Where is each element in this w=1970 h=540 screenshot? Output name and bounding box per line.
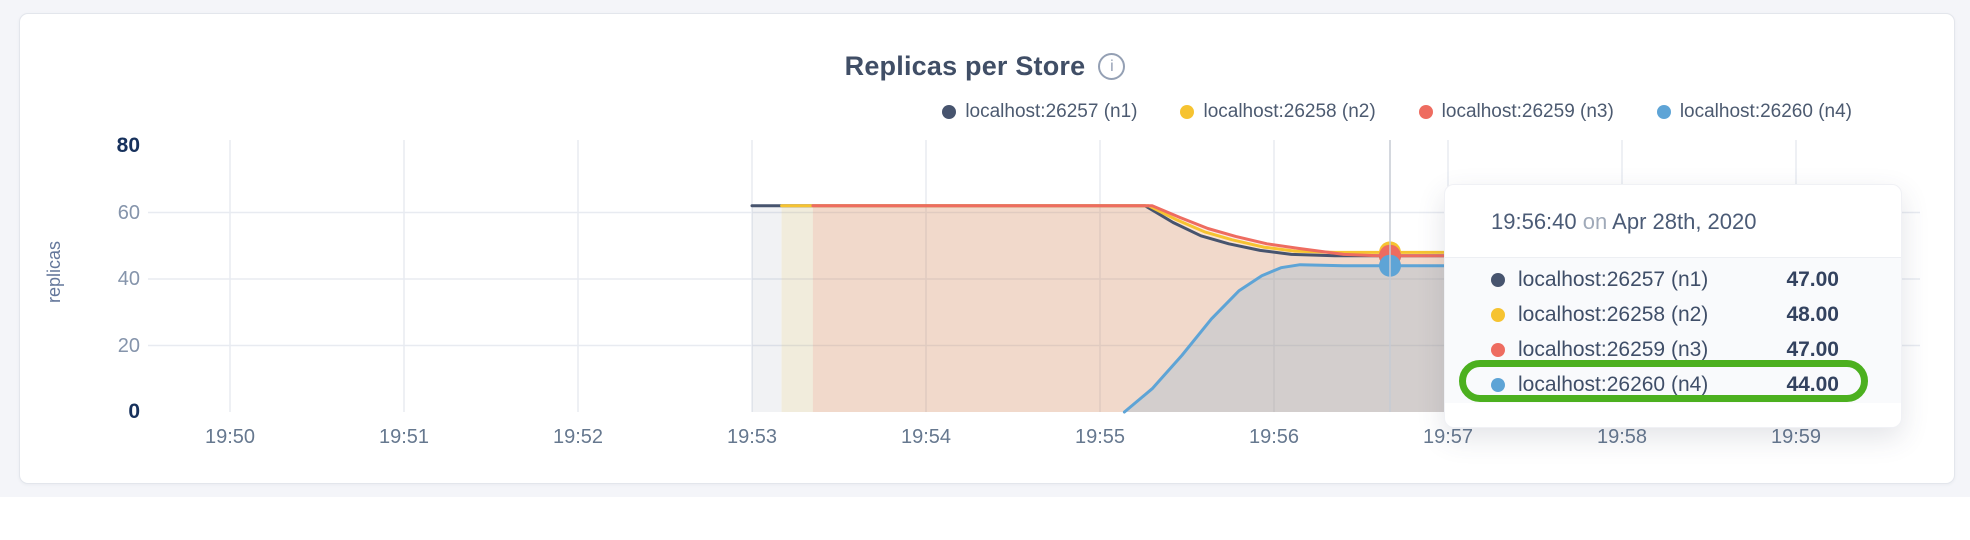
tooltip-row-n4: localhost:26260 (n4) 44.00 [1445, 367, 1901, 402]
series-line-4 [1122, 263, 1450, 414]
series-area-3 [812, 205, 1448, 412]
tooltip-row-value: 44.00 [1786, 372, 1839, 396]
x-tick-label: 19:51 [378, 426, 430, 448]
legend-dot [1418, 105, 1433, 119]
legend-label: localhost:26260 (n4) [1679, 101, 1852, 122]
legend-dot [1656, 105, 1671, 119]
x-tick-label: 19:52 [552, 426, 604, 448]
tooltip-row-n2: localhost:26258 (n2) 48.00 [1445, 297, 1901, 332]
series-area-4 [1124, 264, 1448, 412]
tooltip-timestamp: 19:56:40 on Apr 28th, 2020 [1491, 209, 1757, 235]
legend-dot [942, 105, 957, 119]
legend-label: localhost:26259 (n3) [1441, 101, 1614, 122]
tooltip-row-value: 47.00 [1786, 337, 1839, 361]
tooltip-row-label: localhost:26257 (n1) [1518, 267, 1709, 291]
tooltip-row-n3: localhost:26259 (n3) 47.00 [1445, 332, 1901, 367]
x-tick-label: 19:58 [1596, 426, 1648, 448]
y-tick-label: 40 [117, 268, 140, 290]
info-icon[interactable]: i [1098, 52, 1126, 80]
legend-item-n3[interactable]: localhost:26259 (n3) [1418, 101, 1614, 123]
tooltip-date-text: Apr 28th, 2020 [1612, 209, 1757, 234]
tooltip-row-dot [1491, 377, 1505, 392]
chart-title: Replicas per Store [844, 50, 1086, 81]
x-tick-label: 19:57 [1422, 426, 1474, 448]
x-tick-label: 19:53 [726, 426, 778, 448]
tooltip-row-value: 47.00 [1786, 267, 1839, 291]
series-area-1 [752, 205, 1448, 412]
legend-item-n2[interactable]: localhost:26258 (n2) [1180, 101, 1376, 123]
y-tick-label: 0 [128, 400, 140, 423]
chart-header: Replicas per Store i [0, 50, 1970, 82]
x-tick-label: 19:56 [1248, 426, 1300, 448]
tooltip-on: on [1582, 209, 1608, 234]
tooltip-row-label: localhost:26259 (n3) [1518, 337, 1709, 361]
x-tick-label: 19:54 [900, 426, 952, 448]
x-tick-label: 19:50 [204, 426, 256, 448]
series-line-1 [750, 204, 1450, 258]
legend-item-n4[interactable]: localhost:26260 (n4) [1656, 101, 1852, 123]
series-area-2 [781, 205, 1448, 412]
tooltip-row-dot [1491, 272, 1505, 287]
legend-label: localhost:26257 (n1) [965, 101, 1138, 122]
x-tick-label: 19:59 [1770, 426, 1822, 448]
tooltip-time: 19:56:40 [1491, 209, 1577, 234]
tooltip-row-value: 48.00 [1786, 302, 1839, 326]
tooltip-row-dot [1491, 307, 1505, 322]
y-tick-label: 60 [117, 201, 140, 224]
x-tick-label: 19:55 [1074, 426, 1126, 448]
tooltip-rows: localhost:26257 (n1) 47.00 localhost:26258… [1445, 257, 1901, 403]
y-tick-label: 20 [117, 334, 140, 357]
legend-dot [1180, 105, 1195, 119]
legend-label: localhost:26258 (n2) [1203, 101, 1376, 122]
tooltip-row-n1: localhost:26257 (n1) 47.00 [1445, 262, 1901, 297]
tooltip-row-dot [1491, 342, 1505, 357]
tooltip-row-label: localhost:26258 (n2) [1518, 302, 1709, 326]
legend: localhost:26257 (n1) localhost:26258 (n2)… [942, 100, 1852, 124]
hover-tooltip: 19:56:40 on Apr 28th, 2020 localhost:262… [1444, 184, 1902, 428]
y-tick-label: 80 [116, 134, 140, 157]
series-line-3 [811, 204, 1450, 258]
tooltip-row-label: localhost:26260 (n4) [1518, 372, 1709, 396]
legend-item-n1[interactable]: localhost:26257 (n1) [942, 101, 1137, 123]
